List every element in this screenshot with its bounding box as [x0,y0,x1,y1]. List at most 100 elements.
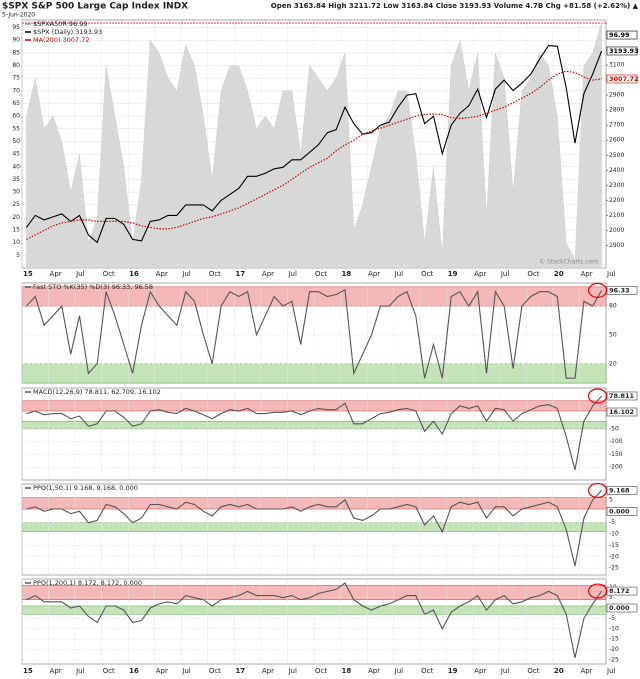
y-tick-label: -5 [609,615,615,622]
y-tick-label: -150 [609,451,623,458]
x-tick-label: Jul [287,270,297,278]
y-tick-label: 75 [12,75,20,82]
x-tick-label: Apr [262,270,274,278]
x-tick-label: Jul [75,270,85,278]
x-tick-label: Oct [209,667,221,675]
y2-tick-label: 2600 [609,137,624,144]
y-tick-label: 65 [12,100,20,107]
x-tick-label: Oct [103,270,115,278]
x-tick-label: 15 [23,270,33,278]
series-line [25,45,603,244]
y-tick-label: 95 [12,24,20,31]
y2-tick-label: 2700 [609,122,624,129]
quote-summary: Open 3163.84 High 3211.72 Low 3163.84 Cl… [271,2,639,10]
y-tick-label: 70 [12,87,20,94]
x-tick-label: 20 [554,270,564,278]
y-tick-label: 80 [12,62,20,69]
series-line [26,490,603,567]
x-tick-label: 16 [129,667,139,675]
value-tag-box [606,603,638,613]
x-tick-label: Apr [50,667,62,675]
value-tag: 16.102 [609,408,634,416]
y-tick-label: 35 [12,176,20,183]
y-tick-label: -15 [609,636,619,643]
legend-label: MA(200) 3007.72 [33,36,89,44]
y2-tick-label: 2000 [609,227,624,234]
legend-label: PPO(1,200,1) 8.172, 8.172, 0.000 [33,579,142,587]
series-line [26,582,603,658]
x-tick-label: Apr [50,270,62,278]
x-tick-label: Apr [474,667,486,675]
legend-label: PPO(1,50,1) 9.168, 9.168, 0.000 [33,484,138,492]
y-tick-label: 5 [609,496,613,503]
series-line [26,395,603,470]
x-tick-label: Apr [368,667,380,675]
x-tick-label: 19 [448,270,458,278]
y2-tick-label: 2500 [609,152,624,159]
x-tick-label: Jul [394,270,404,278]
x-tick-label: Jul [181,667,191,675]
y-tick-label: 60 [12,113,20,120]
chart-title: $SPX S&P 500 Large Cap Index INDX [2,2,188,12]
x-tick-label: Apr [156,270,168,278]
y-tick-label: -25 [609,565,619,572]
x-tick-label: Apr [368,270,380,278]
y-tick-label: -50 [609,425,619,432]
value-tag: 3193.93 [609,47,639,55]
y2-tick-label: 2200 [609,197,624,204]
y2-tick-label: 2900 [609,92,624,99]
y-tick-label: -20 [609,553,619,560]
y-tick-label: -5 [609,519,615,526]
x-tick-label: Jul [287,667,297,675]
x-tick-label: Apr [262,667,274,675]
x-tick-label: Oct [103,667,115,675]
value-tag-box [606,74,638,84]
x-tick-label: Jul [75,667,85,675]
y2-tick-label: 1900 [609,242,624,249]
x-tick-label: Apr [156,667,168,675]
value-tag: 0.000 [609,507,630,515]
value-tag-box [606,506,638,516]
y-tick-label: -100 [609,438,623,445]
y2-tick-label: 2300 [609,182,624,189]
copyright: © StockCharts.com [539,259,598,266]
legend-label: MACD(12,26,9) 78.811, 62.709, 16.102 [33,388,161,396]
y-tick-label: 55 [12,125,20,132]
x-tick-label: Oct [421,270,433,278]
x-tick-label: Apr [474,270,486,278]
series-line [25,288,603,379]
y2-tick-label: 3100 [609,62,624,69]
y-tick-label: 15 [12,227,20,234]
y-tick-label: 20 [609,360,617,367]
x-tick-label: Oct [315,270,327,278]
value-tag: 96.99 [609,31,630,39]
y-tick-label: 90 [12,37,20,44]
y-tick-label: 85 [12,49,20,56]
legend-label: Fast STO %K(35) %D(3) 96.33, 96.58 [33,283,153,291]
value-tag: 9.168 [609,486,630,494]
x-tick-label: Jul [500,667,510,675]
y-tick-label: -10 [609,531,619,538]
value-tag: 0.000 [609,604,630,612]
y-tick-label: 25 [12,201,20,208]
y-tick-label: -15 [609,542,619,549]
highlight-circle [587,482,608,499]
y-tick-label: 80 [609,303,617,310]
x-tick-label: Jul [394,667,404,675]
x-tick-label: Apr [580,270,592,278]
y-tick-label: 45 [12,151,20,158]
y-tick-label: 30 [12,189,20,196]
x-tick-label: Jul [500,270,510,278]
value-tag-box [606,30,638,40]
value-tag: 96.33 [609,286,630,294]
y2-tick-label: 2100 [609,212,624,219]
y-tick-label: 5 [609,594,613,601]
y-tick-label: -20 [609,646,619,653]
y-tick-label: 50 [609,331,617,338]
x-tick-label: 19 [448,667,458,675]
x-tick-label: 20 [554,667,564,675]
chart-date: 5-Jun-2020 [2,12,35,19]
x-tick-label: 17 [235,270,245,278]
value-tag-box [606,46,638,56]
